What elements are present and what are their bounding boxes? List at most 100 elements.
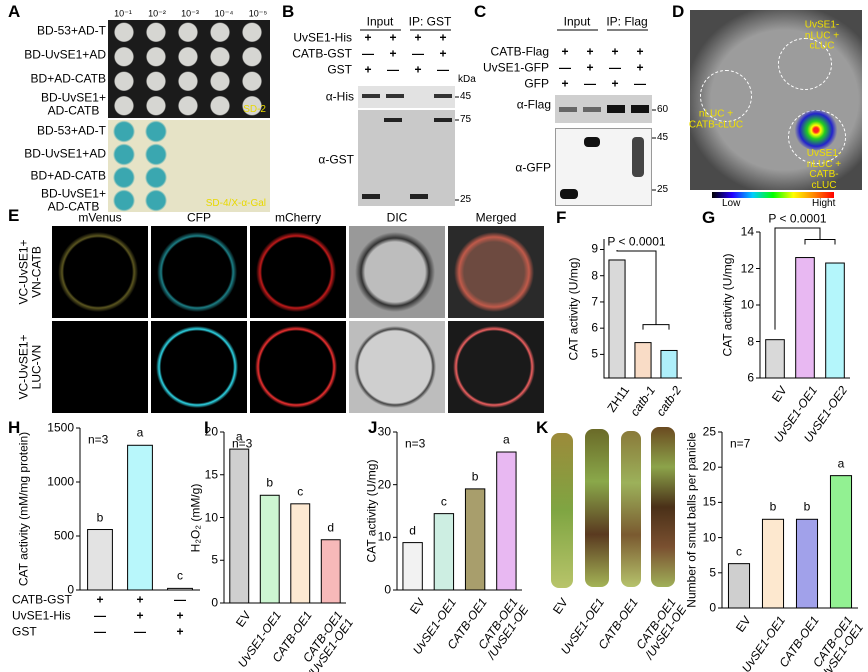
y-tick-label: 6 (747, 370, 754, 385)
y-tick-label: 30 (377, 424, 391, 439)
sign: + (364, 30, 372, 45)
panel-letter: E (8, 206, 20, 226)
panel-letter: H (8, 418, 21, 438)
micrograph (250, 226, 346, 318)
y-tick-label: 8 (747, 334, 754, 349)
significance-letter: a (235, 429, 243, 444)
panicle (651, 427, 675, 587)
sign: — (437, 62, 449, 77)
channel-label: Merged (475, 210, 517, 225)
media-label: SD-2 (243, 103, 266, 115)
panicle (551, 433, 573, 588)
micrograph (52, 321, 148, 413)
sign: — (609, 60, 621, 75)
significance-bracket (616, 249, 670, 330)
sign: + (636, 44, 644, 59)
y-axis-title: CAT activity (U/mg) (566, 257, 581, 360)
bar (761, 518, 785, 609)
luc-label: nLUC + CATB-cLUC (688, 108, 744, 130)
significance-letter: c (297, 484, 304, 499)
mw-marker: 25 (460, 193, 472, 205)
antibody-label: α-His (325, 89, 354, 104)
bar (825, 262, 845, 379)
y-tick-label: 12 (740, 261, 754, 276)
micrograph (52, 226, 148, 318)
y-axis-title: CAT activity (U/mg) (720, 253, 735, 357)
significance-letter: b (803, 499, 811, 514)
sign: + (586, 44, 594, 59)
strain-label: BD-UvSE1+ AD-CATB (40, 186, 106, 213)
bar (829, 475, 853, 609)
y-tick-label: 20 (204, 424, 218, 439)
y-tick-label: 0 (67, 582, 74, 597)
y-tick-label: 0 (384, 582, 391, 597)
sign: + (389, 46, 397, 61)
y-tick-label: 14 (740, 224, 754, 239)
sign: + (176, 624, 184, 639)
bar (608, 259, 626, 379)
significance-letter: c (736, 544, 742, 559)
strain-label: BD+AD-CATB (30, 168, 106, 183)
ip-header: IP: Flag (606, 14, 648, 29)
panel-letter: F (556, 208, 567, 228)
construct-label: VC-UvSE1+ LUC-VN (16, 334, 43, 400)
band (434, 118, 452, 122)
channel-label: mVenus (78, 210, 122, 225)
bar (320, 539, 341, 604)
dilution-label: 10⁻⁴ (214, 8, 234, 19)
band (560, 189, 578, 199)
bar (795, 518, 819, 609)
y-tick-label: 9 (591, 242, 598, 257)
color-scale (712, 192, 834, 198)
blue-colonies (108, 120, 172, 212)
blot-his (358, 86, 455, 108)
y-tick-label: 500 (53, 528, 74, 543)
dilution-label: 10⁻¹ (114, 8, 132, 19)
kda-label: kDa (458, 73, 476, 85)
significance-letter: a (837, 456, 845, 471)
construct-label: VC-UvSE1+ VN-CATB (16, 239, 43, 305)
sign: + (586, 60, 594, 75)
sign: — (584, 76, 596, 91)
bar (464, 488, 486, 591)
yeast-xgal-plate (108, 120, 270, 212)
band (632, 137, 644, 177)
y-axis-title: CAT activity (U/mg) (364, 459, 379, 563)
strain-label: BD-UvSE1+AD (24, 47, 106, 62)
band (584, 137, 600, 147)
sign: — (634, 76, 646, 91)
y-tick-label: 15 (702, 495, 716, 510)
significance-label: P < 0.0001 (607, 234, 666, 249)
antibody-label: α-GST (318, 152, 354, 167)
micrograph (448, 321, 544, 413)
strain-label: BD+AD-CATB (30, 71, 106, 86)
y-tick-label: 10 (702, 530, 716, 545)
row-label: GST (12, 624, 37, 639)
dilution-label: 10⁻³ (181, 8, 199, 19)
bar (634, 342, 652, 379)
blot-gfp (555, 128, 652, 206)
scale-label: Hight (812, 197, 836, 209)
row-label: CATB-Flag (490, 44, 549, 59)
strain-label: BD-UvSE1+ AD-CATB (40, 90, 106, 117)
sign: + (561, 76, 569, 91)
bar (290, 503, 311, 604)
ip-header: Input (563, 14, 591, 29)
strain-label: BD-53+AD-T (36, 23, 106, 38)
band (386, 94, 404, 98)
y-tick-label: 15 (204, 467, 218, 482)
y-tick-label: 10 (204, 510, 218, 525)
micrograph (151, 321, 247, 413)
row-label: CATB-GST (292, 46, 352, 61)
y-axis-title: CAT activity (mM/mg protein) (16, 431, 31, 587)
micrograph (349, 226, 445, 318)
sign: + (96, 592, 104, 607)
band (362, 94, 380, 98)
significance-letter: b (266, 475, 274, 490)
mw-marker: 45 (460, 90, 472, 102)
panel-letter: B (282, 2, 295, 22)
significance-letter: b (769, 499, 777, 514)
luc-label: UvSE1-nLUC + cLUC (804, 19, 840, 52)
